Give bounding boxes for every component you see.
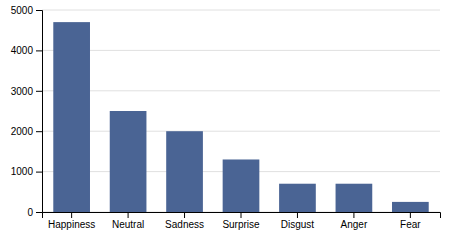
bar bbox=[392, 202, 429, 212]
grid bbox=[42, 10, 440, 212]
tick-mark bbox=[36, 172, 42, 173]
tick-label: Anger bbox=[341, 219, 368, 230]
tick-label: 2000 bbox=[11, 126, 34, 137]
grid-line bbox=[42, 50, 440, 51]
tick-label: Happiness bbox=[48, 219, 95, 230]
grid-line bbox=[42, 90, 440, 91]
bar bbox=[53, 22, 90, 212]
tick: Happiness bbox=[48, 212, 95, 230]
tick: Fear bbox=[400, 212, 421, 230]
tick: Neutral bbox=[112, 212, 144, 230]
x-axis: Happiness Neutral Sadness Surprise Disgust An… bbox=[43, 212, 441, 230]
tick: Surprise bbox=[222, 212, 260, 230]
tick-mark bbox=[36, 50, 42, 51]
tick-mark bbox=[36, 91, 42, 92]
tick-mark bbox=[241, 212, 242, 218]
tick-mark bbox=[36, 131, 42, 132]
chart: 0 1000 2000 3000 4000 5000 Happiness Neutral Sad… bbox=[0, 0, 450, 236]
tick-mark bbox=[71, 212, 72, 218]
bars bbox=[53, 22, 428, 212]
bar bbox=[110, 111, 147, 212]
bar bbox=[336, 184, 373, 212]
tick-label: 3000 bbox=[11, 86, 34, 97]
tick-label: Sadness bbox=[165, 219, 204, 230]
axis-line bbox=[43, 213, 441, 219]
tick-mark bbox=[410, 212, 411, 218]
y-axis: 0 1000 2000 3000 4000 5000 bbox=[11, 5, 43, 218]
tick-mark bbox=[36, 212, 42, 213]
tick-label: Fear bbox=[400, 219, 421, 230]
tick-mark bbox=[184, 212, 185, 218]
tick-label: 4000 bbox=[11, 45, 34, 56]
bar bbox=[166, 131, 203, 212]
tick-label: 5000 bbox=[11, 5, 34, 16]
tick-mark bbox=[297, 212, 298, 218]
tick-label: Surprise bbox=[222, 219, 260, 230]
tick-label: 0 bbox=[27, 207, 33, 218]
bar bbox=[223, 159, 260, 212]
bar bbox=[279, 184, 316, 212]
tick: 0 bbox=[27, 207, 42, 218]
tick: 4000 bbox=[11, 45, 42, 56]
tick: 2000 bbox=[11, 126, 42, 137]
grid-line bbox=[42, 10, 440, 11]
tick-label: Neutral bbox=[112, 219, 144, 230]
tick-label: Disgust bbox=[281, 219, 315, 230]
tick: 1000 bbox=[11, 166, 42, 177]
plot: 0 1000 2000 3000 4000 5000 Happiness Neutral Sad… bbox=[11, 5, 441, 230]
tick: Sadness bbox=[165, 212, 204, 230]
axis-line bbox=[36, 11, 43, 213]
tick-mark bbox=[36, 10, 42, 11]
tick: 5000 bbox=[11, 5, 42, 16]
tick: 3000 bbox=[11, 86, 42, 97]
grid-line bbox=[42, 131, 440, 132]
tick: Anger bbox=[341, 212, 368, 230]
tick-label: 1000 bbox=[11, 166, 34, 177]
tick-mark bbox=[128, 212, 129, 218]
tick-mark bbox=[353, 212, 354, 218]
tick: Disgust bbox=[281, 212, 315, 230]
